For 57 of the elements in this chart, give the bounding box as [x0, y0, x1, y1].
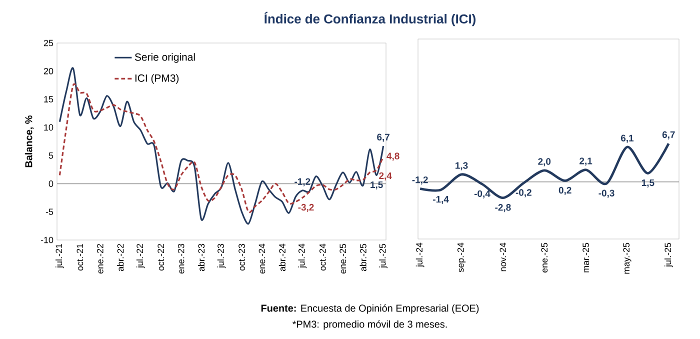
y-tick-label: 25	[44, 40, 54, 46]
x-tick-label: ene.-24	[258, 244, 266, 274]
x-tick-label: jul.-22	[136, 244, 145, 268]
data-label: 6,1	[620, 134, 634, 143]
data-label: -0,2	[516, 189, 532, 198]
data-label: -0,3	[598, 190, 614, 198]
x-tick-label: ene.-25	[340, 244, 346, 274]
legend-label: Serie original	[134, 53, 195, 63]
data-label: -3,2	[298, 204, 314, 212]
x-tick-label: jul.-25	[379, 244, 388, 268]
data-label: 1,5	[370, 181, 383, 190]
data-label: -1,2	[294, 178, 310, 186]
y-tick-label: -5	[46, 208, 54, 215]
x-tick-label: ene.-22	[96, 244, 104, 274]
data-label: 2,1	[580, 158, 592, 166]
text: *PM3: promedio móvil de 3 meses.	[292, 320, 447, 330]
x-tick-label: jul.-23	[217, 244, 226, 268]
data-label: 4,8	[386, 152, 400, 161]
data-label: 2,0	[538, 158, 551, 166]
text: Fuente: Encuesta de Opinión Empresarial (EOE)	[261, 304, 479, 314]
data-label: 1,5	[642, 179, 654, 188]
x-tick-label: mar.-25	[582, 242, 589, 272]
x-tick-label: jul.-24	[298, 244, 307, 268]
data-label: -1,2	[412, 176, 428, 185]
y-axis-title: Balance, %	[24, 115, 34, 168]
data-label: -0,4	[474, 190, 490, 198]
data-label: 1,3	[456, 162, 468, 170]
data-label: 6,7	[377, 134, 390, 142]
data-label: 0,2	[558, 186, 572, 195]
data-label: -2,8	[495, 204, 511, 212]
y-tick-label: 10	[44, 124, 54, 131]
chart-title: Índice de Confianza Industrial (ICI)	[264, 12, 476, 26]
x-tick-label: abr.-23	[198, 244, 205, 272]
x-tick-label: oct.-21	[76, 244, 84, 271]
y-tick-label: 5	[48, 152, 54, 159]
y-tick-label: 0	[48, 180, 54, 187]
x-tick-label: oct.-24	[319, 244, 326, 271]
legend-label: ICI (PM3)	[135, 74, 179, 84]
data-label: 2,4	[379, 172, 392, 180]
x-tick-label: jul.-24	[416, 242, 424, 268]
x-tick-label: ene.-25	[541, 242, 548, 273]
x-tick-label: abr.-22	[117, 244, 124, 272]
y-tick-label: 15	[44, 96, 54, 102]
x-tick-label: oct.-22	[158, 244, 164, 271]
data-label: -1,4	[433, 196, 449, 204]
x-tick-label: oct.-23	[238, 244, 245, 271]
x-tick-label: jul.-25	[664, 242, 673, 268]
x-tick-label: abr.-25	[360, 244, 366, 272]
x-tick-label: abr.-24	[278, 244, 286, 272]
data-label: 6,7	[662, 131, 675, 140]
x-tick-label: may.-25	[623, 242, 632, 274]
x-tick-label: jul.-21	[56, 244, 64, 268]
x-tick-label: nov.-24	[500, 242, 506, 272]
x-tick-label: ene.-23	[178, 244, 184, 274]
y-tick-label: 20	[44, 68, 54, 74]
x-tick-label: sep.-24	[457, 242, 466, 272]
y-tick-label: -10	[40, 236, 54, 244]
